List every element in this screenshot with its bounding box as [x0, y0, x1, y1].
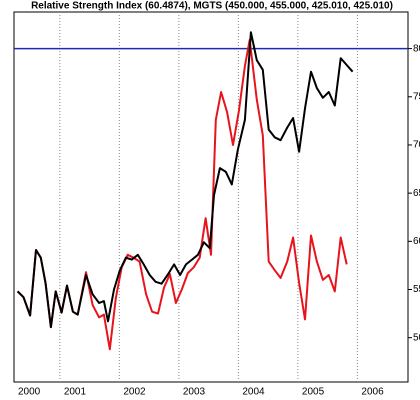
y-tick-label: 65 — [413, 188, 420, 199]
x-tick-label: 2004 — [242, 387, 265, 398]
x-tick-label: 2006 — [361, 387, 384, 398]
x-tick-label: 2001 — [64, 387, 87, 398]
series-line — [16, 38, 348, 351]
y-tick-label: 55 — [413, 284, 420, 295]
series-line — [16, 31, 354, 329]
y-tick-label: 80 — [413, 43, 420, 54]
x-tick-label: 2005 — [302, 387, 325, 398]
chart-title: Relative Strength Index (60.4874), MGTS … — [31, 1, 393, 12]
y-tick-label: 70 — [413, 140, 420, 151]
plot-frame — [13, 11, 409, 383]
x-tick-label: 2003 — [183, 387, 206, 398]
y-tick-label: 50 — [413, 332, 420, 343]
y-tick-label: 75 — [413, 91, 420, 102]
x-tick-label: 2000 — [18, 387, 41, 398]
y-tick-label: 60 — [413, 236, 420, 247]
x-tick-label: 2002 — [123, 387, 146, 398]
